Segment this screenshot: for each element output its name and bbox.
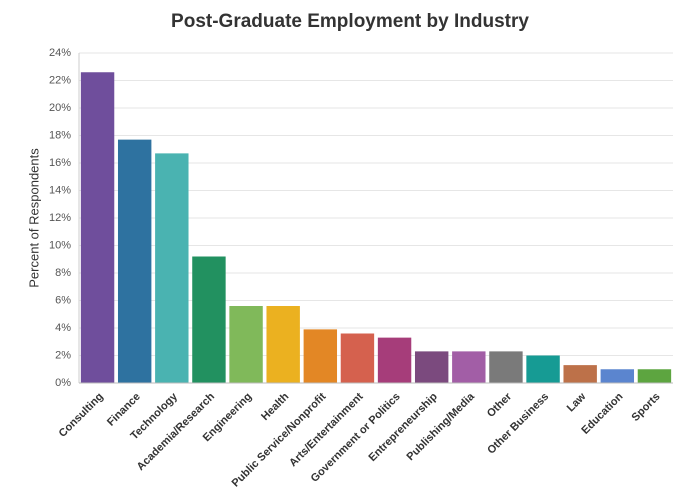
y-tick-label: 4%: [55, 322, 71, 334]
bar: [303, 329, 338, 383]
y-tick-label: 18%: [49, 129, 71, 141]
bar: [340, 333, 375, 383]
y-tick-label: 8%: [55, 267, 71, 279]
bar: [377, 337, 412, 383]
x-tick-label: Finance: [105, 391, 143, 429]
y-tick-label: 10%: [49, 239, 71, 251]
bar: [637, 369, 672, 383]
chart-title: Post-Graduate Employment by Industry: [171, 11, 529, 32]
x-tick-label: Entrepreneurship: [367, 390, 441, 464]
bar: [117, 139, 152, 383]
bar: [414, 351, 449, 383]
y-tick-label: 14%: [49, 184, 71, 196]
bar: [563, 365, 597, 383]
bar: [192, 256, 226, 383]
x-tick-label: Health: [259, 390, 291, 422]
bar: [80, 72, 115, 383]
y-axis-label: Percent of Respondents: [26, 148, 41, 288]
bar: [155, 153, 189, 383]
bar: [526, 355, 560, 383]
y-tick-label: 20%: [49, 102, 71, 114]
bar: [489, 351, 523, 383]
bar: [229, 306, 263, 383]
x-tick-label: Publishing/Media: [405, 390, 478, 463]
y-tick-label: 16%: [49, 157, 71, 169]
y-tick-label: 24%: [49, 47, 71, 59]
x-tick-label: Law: [565, 390, 589, 414]
bar: [452, 351, 486, 383]
x-tick-label: Sports: [629, 391, 662, 424]
x-tick-label: Consulting: [57, 391, 106, 440]
x-tick-label: Other: [485, 390, 515, 420]
y-tick-label: 0%: [55, 377, 71, 389]
bar: [266, 306, 300, 383]
y-tick-label: 22%: [49, 74, 71, 86]
y-tick-label: 12%: [49, 212, 71, 224]
y-tick-label: 2%: [55, 349, 71, 361]
bar: [600, 369, 635, 383]
y-tick-label: 6%: [55, 294, 71, 306]
